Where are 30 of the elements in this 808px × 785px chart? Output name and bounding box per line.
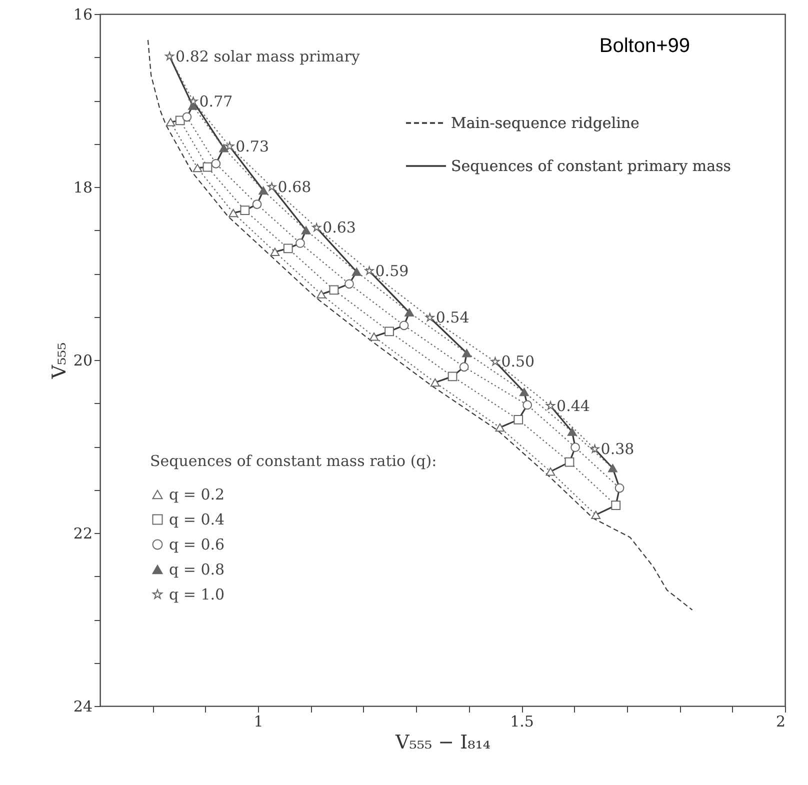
legend-title: Sequences of constant mass ratio (q): [150, 452, 437, 470]
annotation: 0.63 [322, 218, 356, 237]
annotation: 0.68 [278, 178, 312, 196]
annotation: 0.54 [436, 308, 470, 327]
y-tick-label: 22 [73, 524, 92, 542]
y-tick-label: 20 [73, 352, 92, 370]
y-tick-label: 18 [73, 178, 92, 196]
x-axis-title: V₅₅₅ − I₈₁₄ [394, 732, 491, 754]
legend-label: Sequences of constant primary mass [451, 157, 731, 175]
y-tick-label: 24 [73, 698, 92, 716]
annotation: 0.77 [199, 92, 233, 110]
annotation: 0.50 [501, 352, 535, 371]
annotation: 0.44 [556, 396, 590, 415]
x-tick-label: 2 [776, 712, 786, 730]
y-axis-title: V₅₅₅ [48, 342, 70, 380]
line-series [147, 39, 693, 611]
y-tick-label: 16 [73, 6, 92, 24]
annotation: Bolton+99 [599, 35, 690, 57]
x-tick-label: 1 [254, 712, 264, 730]
legend-label: q = 1.0 [169, 586, 225, 604]
x-tick-label: 1.5 [510, 712, 534, 730]
annotation: 0.82 solar mass primary [176, 47, 360, 66]
legend-label: q = 0.8 [169, 560, 225, 578]
annotation: 0.59 [375, 262, 409, 280]
legend-label: q = 0.6 [169, 536, 225, 554]
legend-label: q = 0.4 [169, 510, 225, 528]
annotation: 0.73 [236, 137, 270, 156]
legend-label: Main-sequence ridgeline [451, 114, 640, 132]
legend-label: q = 0.2 [169, 486, 225, 504]
annotation: 0.38 [600, 440, 634, 458]
